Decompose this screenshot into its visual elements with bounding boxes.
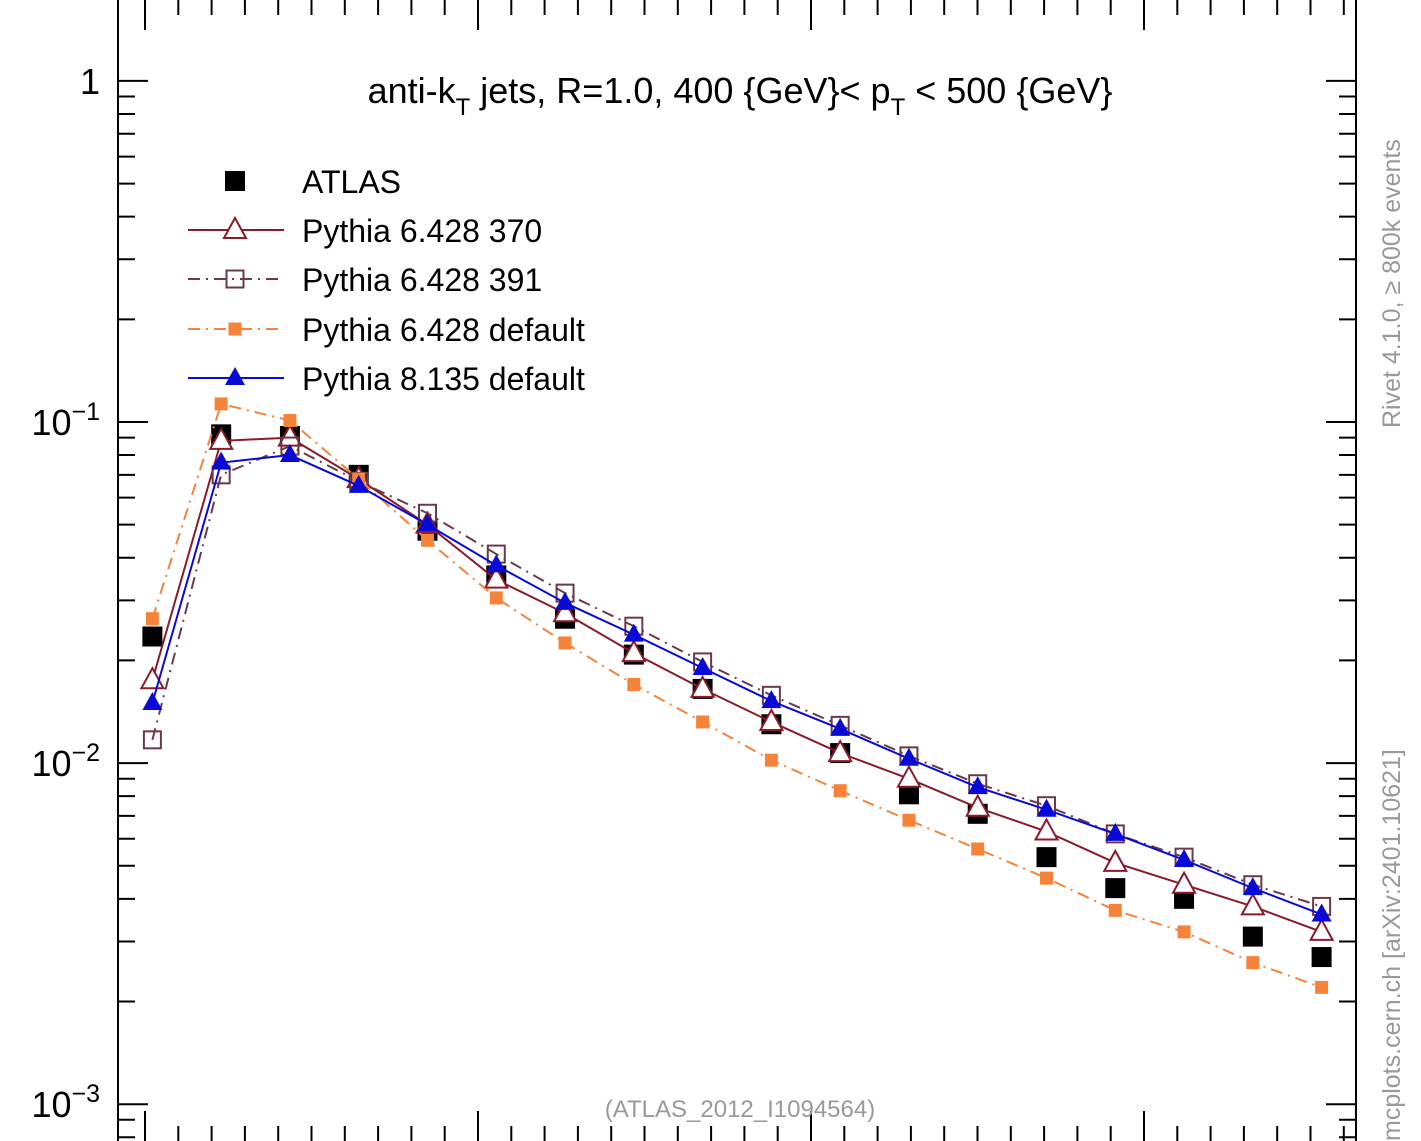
data-point — [898, 784, 919, 805]
data-point — [142, 626, 163, 647]
legend-entry: Pythia 6.428 default — [188, 312, 585, 348]
series-line — [151, 454, 1322, 916]
data-point — [761, 690, 782, 709]
legend-label: Pythia 6.428 default — [302, 312, 585, 348]
data-point — [696, 715, 710, 729]
data-point — [489, 591, 503, 605]
data-point — [279, 444, 300, 463]
analysis-label: (ATLAS_2012_I1094564) — [605, 1096, 875, 1123]
y-tick-label: 10−2 — [31, 739, 100, 784]
data-point — [1171, 870, 1197, 894]
data-point — [483, 565, 509, 589]
data-point — [1311, 947, 1332, 968]
data-point — [1308, 917, 1335, 941]
y-tick-label: 10−1 — [31, 398, 100, 443]
legend-marker — [225, 171, 245, 191]
y-tick-label: 1 — [80, 61, 100, 102]
y-tick-labels: 1 10−1 10−2 10−3 — [31, 61, 100, 1125]
data-point — [623, 623, 644, 642]
plot-frame — [117, 0, 1357, 1141]
data-point — [827, 738, 853, 763]
data-point — [1246, 956, 1260, 970]
mcplots-source-label: mcplots.cern.ch [arXiv:2401.10621] — [1378, 749, 1406, 1141]
series-1 — [139, 423, 1335, 941]
legend: ATLAS Pythia 6.428 370 Pythia 6.428 391 Pyt… — [188, 164, 585, 397]
data-point — [833, 784, 847, 798]
series-0 — [142, 424, 1332, 968]
plot-title: anti-kT jets, R=1.0, 400 {GeV}< pT < 500… — [368, 70, 1113, 121]
series-layer — [139, 397, 1335, 994]
data-point — [898, 747, 919, 766]
data-point — [621, 639, 647, 663]
legend-label: Pythia 6.428 370 — [302, 213, 542, 249]
series-line — [151, 402, 1322, 989]
data-point — [965, 793, 991, 817]
data-point — [896, 764, 922, 788]
data-point — [692, 657, 713, 676]
series-line — [151, 436, 1322, 933]
data-point — [348, 474, 369, 493]
data-point — [1177, 925, 1191, 939]
legend-marker — [222, 215, 248, 239]
data-point — [555, 591, 576, 610]
data-point — [967, 776, 988, 795]
legend-label: Pythia 6.428 391 — [302, 262, 542, 298]
data-point — [552, 599, 578, 623]
legend-entry: Pythia 6.428 391 — [188, 262, 542, 298]
data-point — [417, 513, 438, 532]
data-point — [1174, 848, 1195, 867]
data-point — [142, 730, 162, 750]
legend-entry: Pythia 6.428 370 — [188, 213, 542, 249]
legend-entry: Pythia 8.135 default — [188, 361, 585, 397]
data-point — [1315, 980, 1329, 994]
data-point — [902, 813, 916, 827]
data-point — [1105, 822, 1126, 841]
data-point — [1033, 817, 1060, 841]
data-point — [486, 554, 507, 573]
series-line — [151, 444, 1322, 908]
data-point — [758, 707, 785, 731]
data-point — [830, 717, 851, 736]
legend-label: Pythia 8.135 default — [302, 361, 585, 397]
data-point — [145, 612, 159, 626]
rivet-version-label: Rivet 4.1.0, ≥ 800k events — [1378, 139, 1406, 428]
data-point — [1240, 892, 1266, 916]
series-3 — [145, 397, 1329, 994]
data-point — [1036, 798, 1057, 817]
data-point — [1036, 847, 1057, 868]
data-point — [283, 414, 297, 428]
data-point — [558, 636, 572, 650]
y-tick-label: 10−3 — [31, 1080, 100, 1125]
data-point — [1242, 926, 1263, 947]
legend-label: ATLAS — [302, 164, 401, 200]
data-point — [1108, 903, 1122, 917]
data-point — [971, 842, 985, 856]
legend-marker — [225, 367, 245, 385]
data-point — [1311, 903, 1332, 922]
data-point — [1105, 878, 1126, 899]
legend-marker — [225, 269, 245, 289]
data-point — [211, 451, 232, 470]
data-point — [689, 674, 716, 698]
data-point — [1040, 871, 1053, 885]
data-point — [1242, 877, 1263, 896]
axes — [118, 0, 1356, 1141]
legend-entry: ATLAS — [225, 164, 401, 200]
series-2 — [142, 436, 1332, 916]
data-point — [1174, 888, 1195, 909]
data-point — [421, 533, 434, 547]
data-point — [142, 692, 163, 711]
data-point — [208, 426, 234, 450]
data-point — [627, 677, 641, 691]
data-point — [1102, 848, 1128, 872]
series-4 — [142, 444, 1332, 922]
legend-marker — [228, 322, 242, 336]
data-point — [214, 397, 228, 411]
data-point — [764, 753, 778, 767]
